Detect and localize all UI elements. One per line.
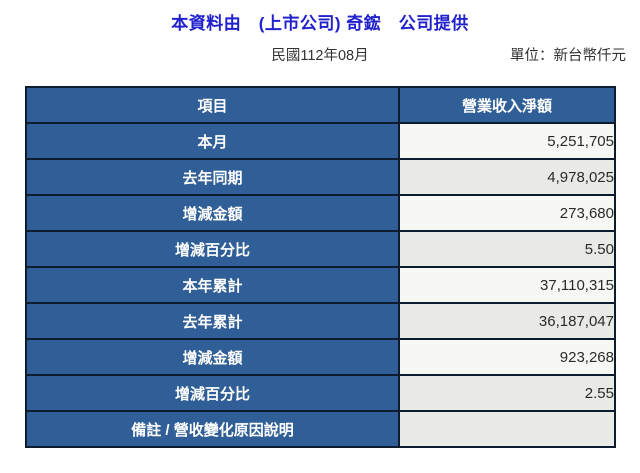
- row-label: 增減百分比: [25, 374, 400, 412]
- table-row-change-percent-cumulative: 增減百分比 2.55: [25, 374, 616, 412]
- row-label: 本年累計: [25, 266, 400, 304]
- table-row-current-year-cumulative: 本年累計 37,110,315: [25, 266, 616, 304]
- revenue-table: 項目 營業收入淨額 本月 5,251,705 去年同期 4,978,025 增減…: [25, 86, 616, 448]
- report-subheader: 民國112年08月 單位：新台幣仟元: [0, 44, 640, 64]
- table-row-change-amount-month: 增減金額 273,680: [25, 194, 616, 232]
- table-row-change-amount-cumulative: 增減金額 923,268: [25, 338, 616, 376]
- row-value: 923,268: [398, 338, 616, 376]
- row-label: 增減金額: [25, 194, 400, 232]
- row-label: 備註 / 營收變化原因說明: [25, 410, 400, 448]
- row-label: 去年累計: [25, 302, 400, 340]
- column-header-revenue: 營業收入淨額: [398, 86, 616, 124]
- report-period: 民國112年08月: [271, 48, 369, 64]
- row-value: 4,978,025: [398, 158, 616, 196]
- table-row-last-year-cumulative: 去年累計 36,187,047: [25, 302, 616, 340]
- currency-unit-label: 單位：新台幣仟元: [510, 48, 626, 64]
- row-label: 本月: [25, 122, 400, 160]
- row-value: 5.50: [398, 230, 616, 268]
- row-value: 37,110,315: [398, 266, 616, 304]
- table-row-change-percent-month: 增減百分比 5.50: [25, 230, 616, 268]
- table-header-row: 項目 營業收入淨額: [25, 86, 616, 124]
- row-value: 5,251,705: [398, 122, 616, 160]
- table-row-same-period-last-year: 去年同期 4,978,025: [25, 158, 616, 196]
- row-label: 增減金額: [25, 338, 400, 376]
- row-value: [398, 410, 616, 448]
- row-label: 去年同期: [25, 158, 400, 196]
- column-header-item: 項目: [25, 86, 400, 124]
- table-row-remarks: 備註 / 營收變化原因說明: [25, 410, 616, 448]
- page-title: 本資料由 (上市公司) 奇鋐 公司提供: [171, 14, 469, 33]
- table-row-current-month: 本月 5,251,705: [25, 122, 616, 160]
- row-value: 36,187,047: [398, 302, 616, 340]
- row-value: 273,680: [398, 194, 616, 232]
- row-value: 2.55: [398, 374, 616, 412]
- row-label: 增減百分比: [25, 230, 400, 268]
